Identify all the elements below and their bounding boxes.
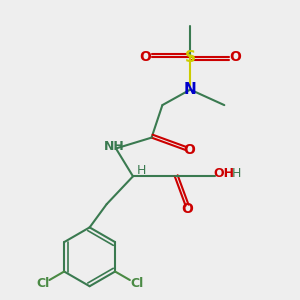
Text: S: S: [185, 50, 196, 64]
Text: N: N: [184, 82, 197, 97]
Text: O: O: [183, 143, 195, 157]
Text: O: O: [140, 50, 151, 64]
Text: OH: OH: [213, 167, 234, 180]
Text: H: H: [231, 167, 241, 180]
Text: Cl: Cl: [36, 278, 49, 290]
Text: Cl: Cl: [130, 278, 143, 290]
Text: O: O: [181, 202, 193, 216]
Text: NH: NH: [104, 140, 125, 153]
Text: H: H: [137, 164, 146, 177]
Text: O: O: [229, 50, 241, 64]
